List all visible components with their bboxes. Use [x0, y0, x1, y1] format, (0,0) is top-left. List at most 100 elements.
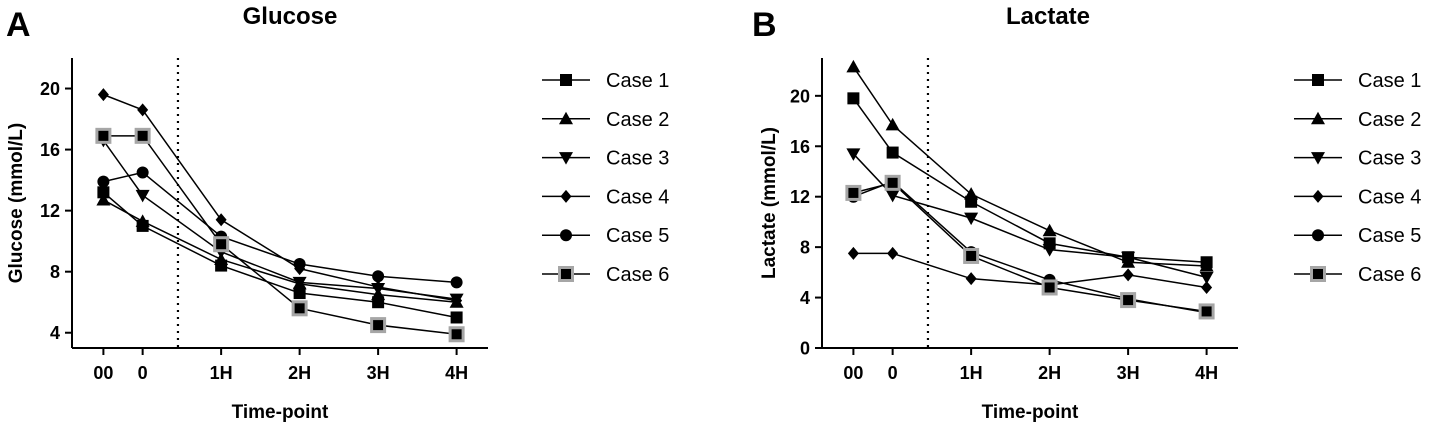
- chart2-legend-item: Case 6: [1294, 264, 1421, 286]
- chart2-legend-marker-shape: [1312, 189, 1324, 203]
- chart2-series-2-line: [852, 66, 1207, 267]
- chart2-series-1-point-shape: [886, 146, 899, 159]
- chart2-series-2-point: [885, 117, 900, 131]
- chart1-y-tick-label: 20: [40, 79, 60, 99]
- chart2-legend-label: Case 1: [1358, 70, 1421, 92]
- chart1-x-tick-label: 3H: [367, 363, 390, 383]
- chart1-legend-marker: [560, 229, 572, 242]
- chart2-series-4-point-shape: [1201, 280, 1213, 294]
- chart2-series-2-point-shape: [885, 117, 900, 131]
- chart1-legend-marker: [559, 111, 573, 125]
- chart1-series-6-point: [213, 236, 230, 253]
- chart1-legend-label: Case 5: [606, 225, 669, 247]
- chart2-legend-marker-shape: [1312, 74, 1324, 86]
- chart1-series-1-point: [293, 287, 306, 300]
- chart2-legend-marker: [1311, 111, 1325, 125]
- chart2-x-tick-label: 4H: [1195, 363, 1218, 383]
- chart1-legend-marker-shape: [559, 111, 573, 125]
- chart1-series-3-line: [102, 139, 457, 300]
- chart1-series-2: [96, 192, 464, 308]
- chart2-series-2-point-shape: [1042, 223, 1057, 237]
- chart1-series-5-line: [103, 171, 457, 284]
- chart2-x-tick-label: 2H: [1038, 363, 1061, 383]
- chart2-legend-item: Case 3: [1294, 148, 1421, 170]
- chart1-series-6-point-shape: [213, 236, 230, 253]
- chart1-y-tick-label: 12: [40, 201, 60, 221]
- chart1-legend-marker: [560, 74, 572, 86]
- chart1-series-6-point-shape: [448, 326, 465, 343]
- chart1-series-2-point-shape: [135, 214, 150, 227]
- chart2-y-label: Lactate (mmol/L): [759, 127, 780, 279]
- chart2-y-tick-label: 4: [800, 288, 810, 308]
- chart2-series-3-point: [885, 189, 900, 203]
- chart2-series-4-point: [847, 246, 859, 260]
- chart1-legend-marker: [559, 152, 573, 165]
- chart1-title: Glucose: [243, 3, 338, 30]
- chart1-legend-item: Case 1: [542, 70, 669, 92]
- chart2-y-tick-label: 12: [790, 187, 810, 207]
- chart2-series-1-point: [847, 92, 860, 105]
- chart1-panel-letter: A: [6, 6, 31, 44]
- chart1-legend-item: Case 6: [542, 264, 669, 286]
- chart1-series-2-point-shape: [96, 192, 111, 206]
- chart1-series-5-point: [372, 270, 385, 283]
- chart1-series-1-point-shape: [97, 186, 110, 199]
- chart2-legend-item: Case 1: [1294, 70, 1421, 92]
- chart2-series-4-point-shape: [965, 272, 977, 286]
- chart2-series-3-point: [846, 148, 861, 161]
- chart1-y-tick-label: 4: [50, 323, 60, 343]
- chart2-legend-item: Case 2: [1294, 109, 1421, 131]
- chart1-series-2-point: [135, 214, 150, 227]
- chart1-series-5-point-shape: [97, 175, 110, 188]
- chart2-x-tick-label: 3H: [1117, 363, 1140, 383]
- chart1-series-4-point-shape: [372, 280, 384, 294]
- chart1-series-6-point: [448, 326, 465, 343]
- chart1-series-6-point-shape: [95, 127, 112, 144]
- chart2-legend-marker: [1311, 152, 1325, 165]
- chart1-series-3-point: [292, 276, 307, 290]
- chart1-legend: Case 1 Case 2 Case 3 Case 4 Case 5 Case 6: [542, 70, 669, 286]
- chart1-series-3-point: [135, 189, 150, 203]
- chart2-y-tick-label: 0: [800, 339, 810, 359]
- chart1-series-6-point-shape: [291, 300, 308, 317]
- chart2-legend-label: Case 3: [1358, 148, 1421, 170]
- chart1-series-2-point: [96, 192, 111, 206]
- chart1-series-6-point: [134, 127, 151, 144]
- chart1-series-1-point-shape: [293, 287, 306, 300]
- chart1-series-4-point-shape: [137, 103, 149, 117]
- chart2-series-4-point-shape: [847, 246, 859, 260]
- chart2-series-3-point-shape: [885, 189, 900, 203]
- chart1-y-tick-label: 8: [50, 262, 60, 282]
- chart2-legend-marker-shape: [1312, 229, 1324, 242]
- chart2-legend-marker-shape: [1311, 152, 1325, 165]
- chart2-title: Lactate: [1006, 3, 1090, 30]
- chart1-legend-marker: [558, 266, 574, 282]
- chart2-series-1-line: [852, 97, 1207, 264]
- chart2-series-6-point: [963, 247, 980, 264]
- chart1-series-4-point-shape: [451, 294, 463, 308]
- chart1-series-2-line: [103, 199, 457, 303]
- chart1-x-tick-label: 00: [93, 363, 113, 383]
- chart1-series-5-point-shape: [293, 258, 306, 271]
- chart1-series-6-point-shape: [370, 317, 387, 334]
- chart1-legend-label: Case 6: [606, 264, 669, 286]
- chart1-series-4-point-shape: [97, 88, 109, 102]
- chart2-series-3-point-shape: [1042, 244, 1057, 257]
- chart2-series-4-point: [887, 246, 899, 260]
- chart2-series-4-point: [965, 272, 977, 286]
- chart2-series-3-point: [1121, 251, 1136, 265]
- chart2-series-6-point-shape: [1041, 279, 1058, 296]
- chart2-series-4-point: [1201, 280, 1213, 294]
- chart2-series-6-point-shape: [1198, 303, 1215, 320]
- chart2-legend-item: Case 5: [1294, 225, 1421, 247]
- chart2-legend-label: Case 4: [1358, 186, 1421, 208]
- chart1-series-5-point-shape: [372, 270, 385, 283]
- chart1-series-1-point: [97, 186, 110, 199]
- chart2-series-4-point-shape: [1122, 268, 1134, 282]
- chart2-series-3-point: [1199, 271, 1214, 285]
- chart1-legend-marker: [560, 189, 572, 203]
- chart1-legend-marker-shape: [560, 229, 572, 242]
- chart2-series-1-point-shape: [847, 92, 860, 105]
- chart2-series-6-line: [853, 181, 1207, 313]
